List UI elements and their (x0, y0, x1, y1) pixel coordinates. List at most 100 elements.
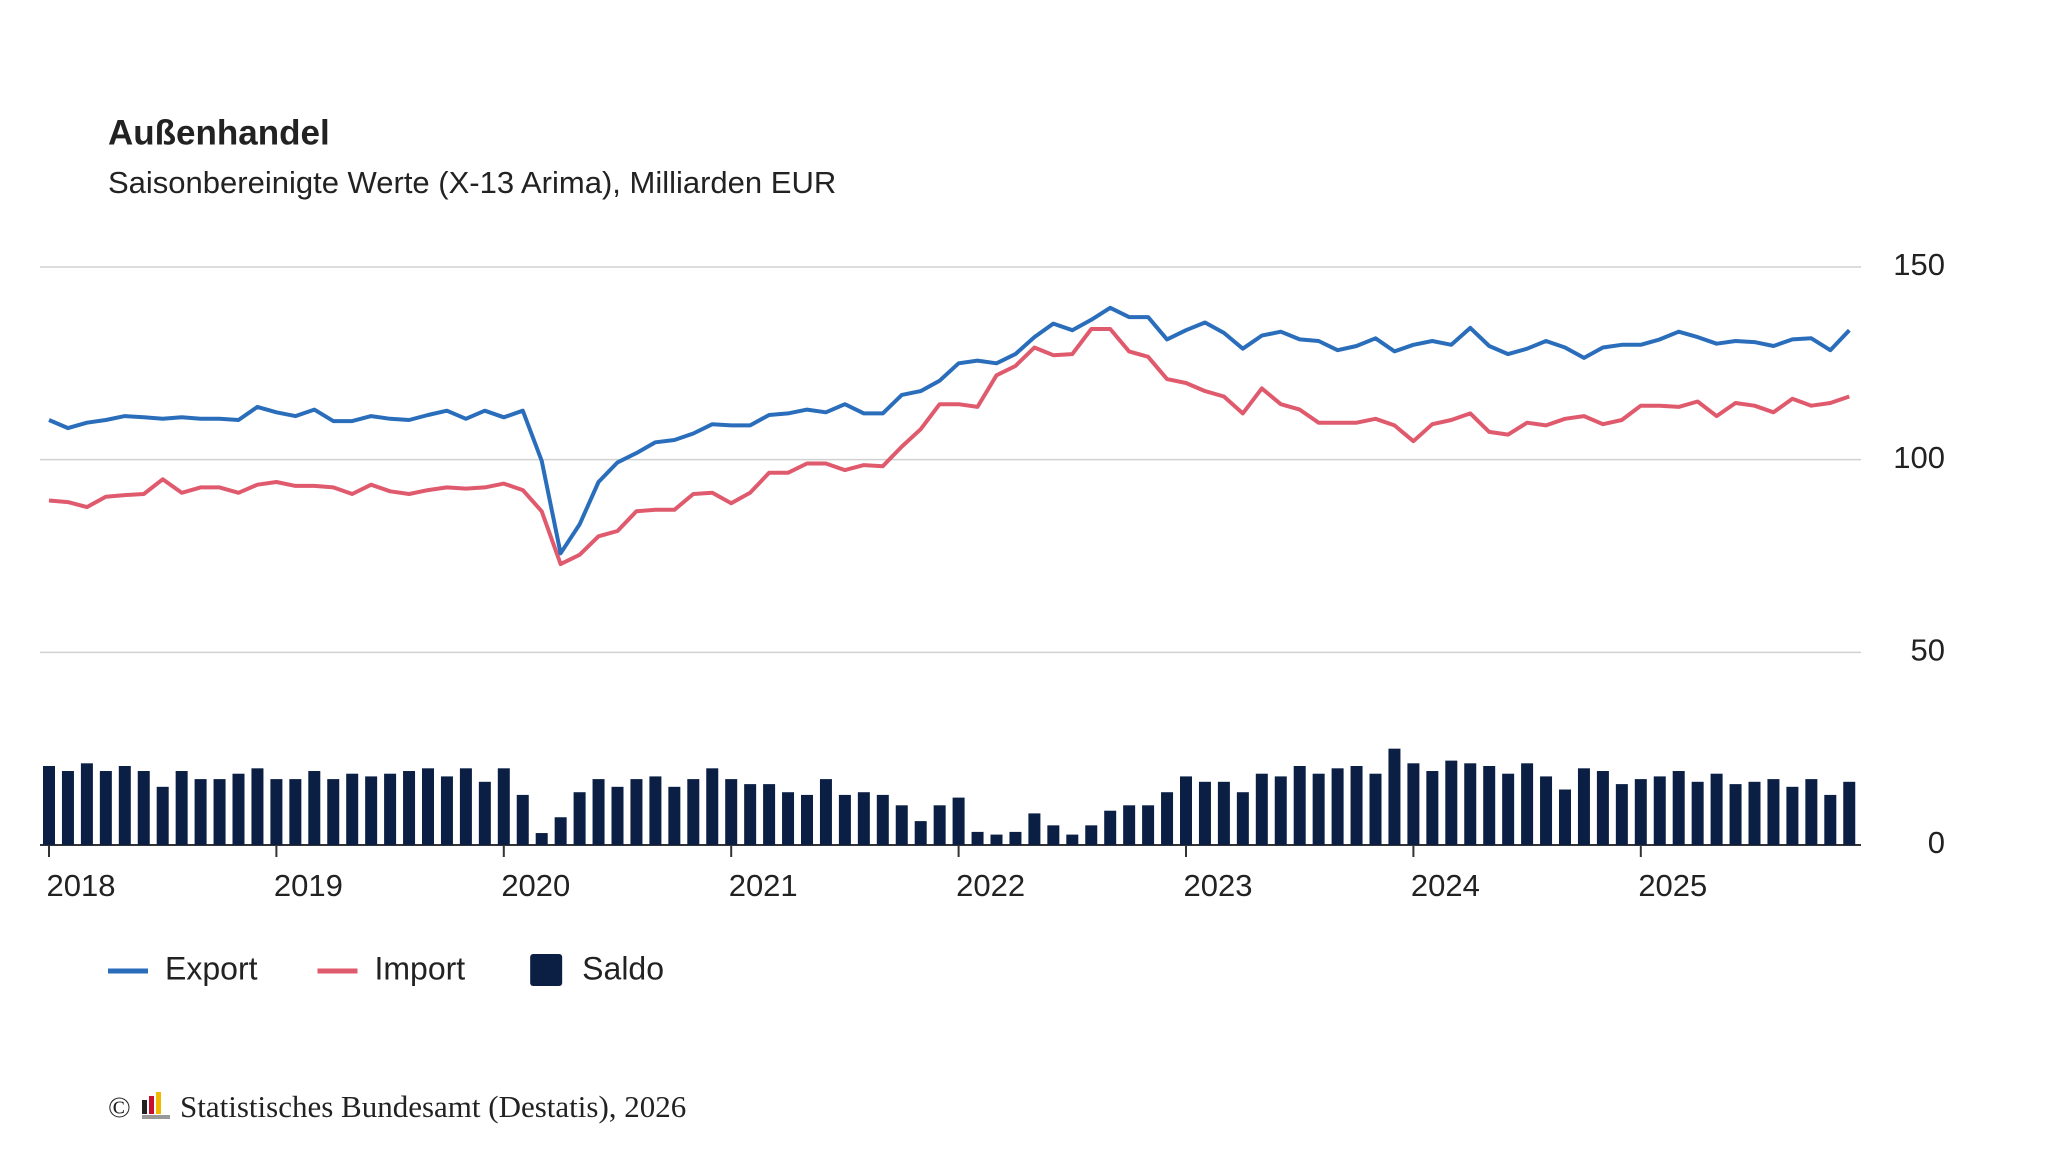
bar (1066, 834, 1079, 845)
x-tick-label: 2018 (47, 868, 116, 903)
y-tick-label: 0 (1928, 825, 1945, 860)
bar (1350, 766, 1363, 845)
bar (1805, 779, 1818, 845)
bar (1142, 805, 1155, 845)
bar (270, 779, 283, 845)
bar (1691, 781, 1704, 845)
x-tick-label: 2022 (956, 868, 1025, 903)
bar (1236, 792, 1249, 845)
bar (251, 768, 264, 845)
bar (1615, 784, 1628, 845)
bar (422, 768, 434, 845)
bar (744, 784, 757, 845)
bar (554, 817, 567, 845)
bar (1577, 768, 1590, 845)
bar (1331, 768, 1344, 845)
bar (156, 786, 169, 845)
chart-title: Außenhandel (108, 113, 330, 152)
bar (1767, 779, 1780, 845)
bar (1369, 773, 1382, 845)
bar (535, 833, 548, 845)
bar (1255, 773, 1268, 845)
bar (1748, 781, 1761, 845)
bar (118, 766, 131, 845)
bar (895, 805, 908, 845)
bar (1483, 766, 1496, 845)
bar (838, 794, 851, 845)
bar (668, 786, 681, 845)
bar (43, 766, 55, 845)
chart-subtitle: Saisonbereinigte Werte (X-13 Arima), Mil… (108, 165, 836, 200)
x-tick-label: 2023 (1184, 868, 1253, 903)
bar (1407, 763, 1420, 845)
bar (1653, 776, 1666, 845)
bar (1161, 792, 1174, 845)
bar (61, 771, 74, 845)
bar (687, 779, 700, 845)
bar (1180, 776, 1192, 845)
bar (232, 773, 245, 845)
source: Statistisches Bundesamt (Destatis), 2026 (180, 1089, 686, 1124)
bar (440, 776, 453, 845)
bar (1464, 763, 1477, 845)
line (48, 305, 1851, 556)
bar (1502, 773, 1515, 845)
bar (1843, 781, 1856, 845)
bar (1047, 825, 1060, 845)
bar (1596, 771, 1609, 845)
bar (611, 786, 624, 845)
bar (1028, 813, 1041, 845)
bar (573, 792, 586, 845)
bar (1426, 771, 1439, 845)
bar (952, 797, 965, 845)
bar (327, 779, 340, 845)
bar (1786, 786, 1799, 845)
bar (1710, 773, 1723, 845)
bar (289, 779, 302, 845)
x-tick-label: 2024 (1411, 868, 1480, 903)
legend-swatch (530, 954, 563, 986)
bar (1293, 766, 1306, 845)
logo (142, 1092, 170, 1119)
bar (213, 779, 226, 845)
bar (1388, 748, 1401, 845)
bar (933, 805, 946, 845)
bar (365, 776, 378, 845)
copyright: © (108, 1091, 131, 1124)
legend-label: Saldo (582, 950, 664, 986)
bar (763, 784, 776, 845)
bar (194, 779, 207, 845)
y-tick-label: 150 (1893, 247, 1945, 282)
bar (1521, 763, 1534, 845)
x-tick-label: 2020 (501, 868, 570, 903)
bar (1198, 781, 1211, 845)
bar (971, 831, 984, 845)
bar (175, 771, 188, 845)
line (48, 327, 1850, 567)
bar (801, 794, 813, 845)
bar (1085, 825, 1098, 845)
bar (1540, 776, 1553, 845)
bar (1729, 784, 1742, 845)
bar (782, 792, 795, 845)
bar (1312, 773, 1325, 845)
bar (459, 768, 472, 845)
y-tick-label: 50 (1911, 633, 1945, 668)
bar (592, 779, 605, 845)
bar (876, 794, 889, 845)
bar (99, 771, 112, 845)
bar (1672, 771, 1685, 845)
x-tick-label: 2025 (1638, 868, 1707, 903)
bar (137, 771, 150, 845)
bar (1274, 776, 1287, 845)
bar (1217, 781, 1230, 845)
bar (819, 779, 832, 845)
bar (516, 794, 529, 845)
bar (80, 763, 93, 845)
bar (990, 834, 1003, 845)
bar (630, 779, 643, 845)
bar (914, 821, 927, 845)
y-tick-label: 100 (1893, 440, 1945, 475)
bar (478, 781, 491, 845)
